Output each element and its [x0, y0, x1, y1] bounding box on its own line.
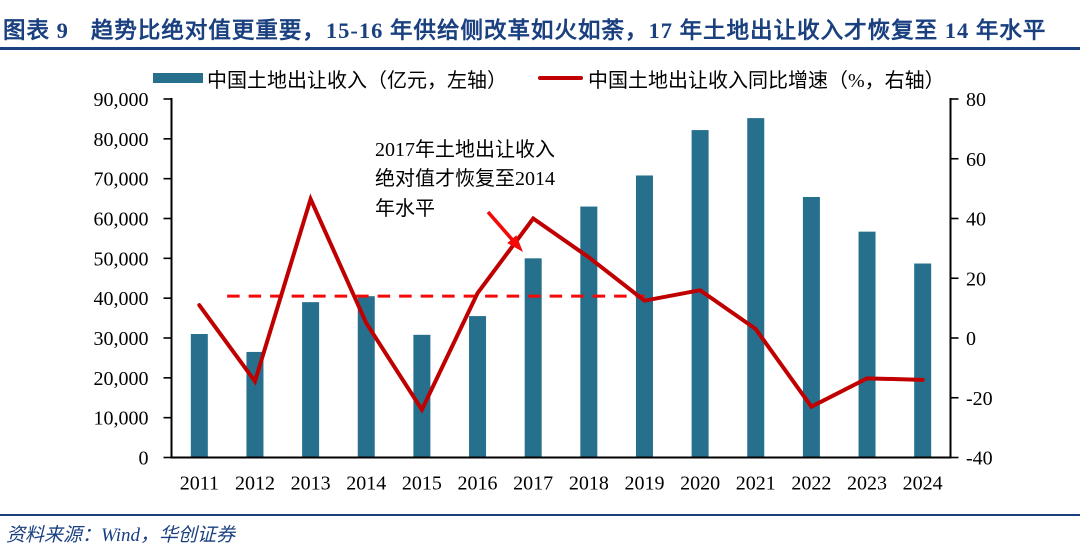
figure-number-label: 图表 9 — [3, 18, 69, 43]
bar-2016 — [469, 316, 487, 458]
left-axis-label: 90,000 — [94, 89, 149, 111]
bar-2021 — [747, 118, 765, 458]
x-axis-year-label: 2023 — [847, 473, 887, 495]
x-axis-year-label: 2019 — [624, 473, 664, 495]
title-divider-line — [0, 47, 1080, 50]
combo-chart: 90,000 80,000 70,000 60,000 50,000 40,000 30,0… — [94, 89, 993, 495]
right-axis-label: -20 — [966, 388, 993, 410]
figure-title-text: 趋势比绝对值更重要，15-16 年供给侧改革如火如荼，17 年土地出让收入才恢复… — [90, 18, 1047, 43]
bar-2017 — [524, 258, 542, 458]
bar-2022 — [802, 196, 820, 458]
bar-2018 — [580, 206, 598, 458]
bar-2019 — [635, 175, 653, 458]
bar-2013 — [302, 302, 320, 458]
right-axis-label: 20 — [966, 268, 986, 290]
left-axis-label: 10,000 — [94, 408, 149, 430]
line-series-swatch — [538, 75, 583, 81]
x-axis-year-label: 2014 — [346, 473, 386, 495]
annotation-arrow-head — [507, 235, 523, 252]
left-axis-label: 50,000 — [94, 248, 149, 270]
annotation-line-1: 2017年土地出让收入 — [375, 139, 555, 161]
x-axis-year-label: 2022 — [791, 473, 831, 495]
figure-title: 图表 9 趋势比绝对值更重要，15-16 年供给侧改革如火如荼，17 年土地出让收… — [3, 13, 1077, 45]
bar-2020 — [691, 130, 709, 458]
bar-series-swatch — [153, 73, 203, 83]
legend-item-yoy-growth: 中国土地出让收入同比增速（%，右轴） — [538, 64, 945, 92]
chart-annotation-text: 2017年土地出让收入 绝对值才恢复至2014 年水平 — [375, 136, 555, 224]
left-axis-label: 40,000 — [94, 288, 149, 310]
x-axis-year-label: 2011 — [180, 473, 219, 495]
right-axis-label: 60 — [966, 149, 986, 171]
data-source-note: 资料来源：Wind，华创证券 — [6, 525, 236, 546]
bar-2014 — [357, 296, 375, 458]
x-axis-year-label: 2013 — [291, 473, 331, 495]
left-axis-label: 20,000 — [94, 368, 149, 390]
annotation-line-3: 年水平 — [375, 197, 435, 220]
left-axis-label: 70,000 — [94, 169, 149, 191]
left-axis-label: 0 — [139, 448, 149, 470]
yoy-growth-line — [197, 193, 925, 414]
x-axis-year-label: 2024 — [903, 473, 943, 495]
annotation-line-2: 绝对值才恢复至2014 — [375, 168, 555, 191]
bar-2011 — [190, 334, 208, 458]
footer-divider-line — [0, 514, 1080, 517]
bar-series-label: 中国土地出让收入（亿元，左轴） — [207, 69, 507, 92]
x-axis-year-label: 2012 — [235, 473, 275, 495]
line-series-label: 中国土地出让收入同比增速（%，右轴） — [588, 69, 945, 92]
right-axis-label: 80 — [966, 89, 986, 111]
legend-item-land-revenue: 中国土地出让收入（亿元，左轴） — [153, 64, 507, 92]
right-axis-label: 40 — [966, 209, 986, 231]
bar-2024 — [914, 263, 932, 458]
right-axis-label: -40 — [966, 448, 993, 470]
x-axis-year-label: 2020 — [680, 473, 720, 495]
x-axis-year-label: 2016 — [458, 473, 498, 495]
annotation-arrow-shaft — [486, 210, 516, 243]
left-axis-label: 30,000 — [94, 328, 149, 350]
x-axis-year-label: 2017 — [513, 473, 553, 495]
x-axis-year-label: 2021 — [736, 473, 776, 495]
right-axis-label: 0 — [966, 328, 976, 350]
left-axis-label: 60,000 — [94, 209, 149, 231]
bar-2015 — [413, 334, 431, 458]
left-axis-label: 80,000 — [94, 129, 149, 151]
x-axis-year-label: 2018 — [569, 473, 609, 495]
bar-2023 — [858, 231, 876, 458]
x-axis-year-label: 2015 — [402, 473, 442, 495]
